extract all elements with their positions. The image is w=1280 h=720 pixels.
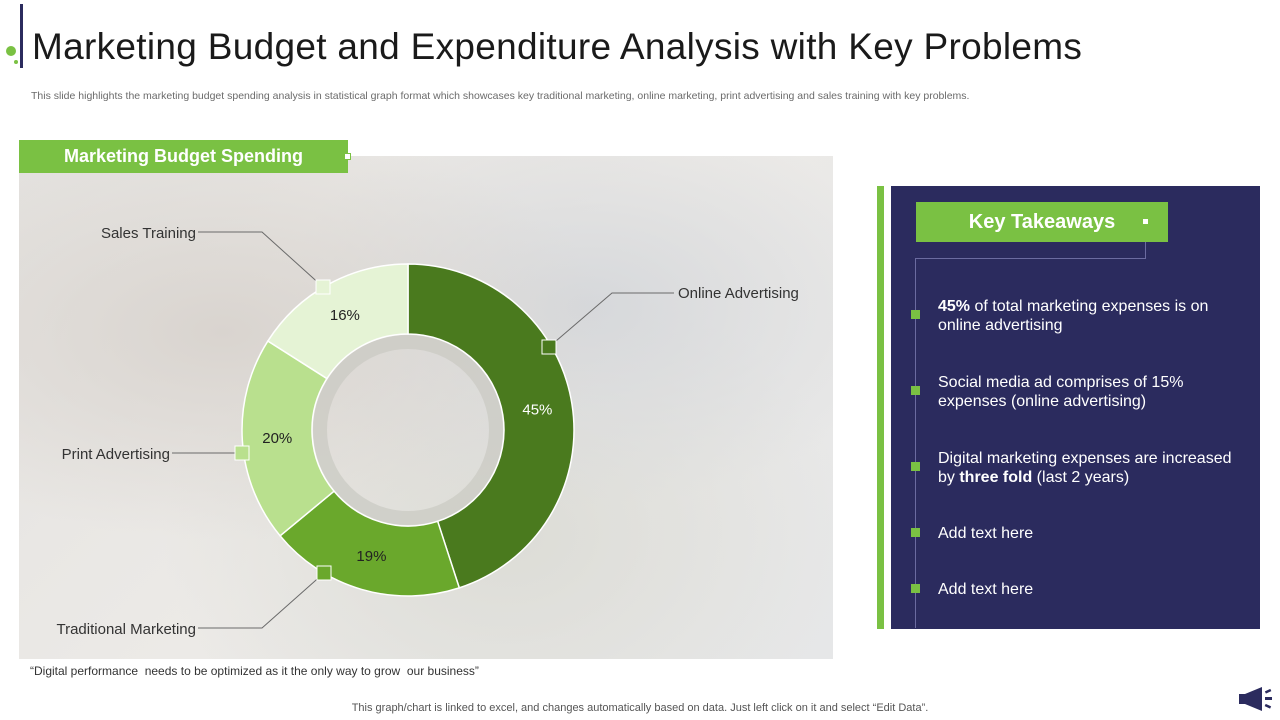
callout-label-print-advertising: Print Advertising [62,446,170,463]
takeaway-bullet [911,528,920,537]
callout-marker [234,445,250,461]
takeaways-rule-horizontal [915,258,1146,259]
takeaways-rule-connector [1145,226,1146,259]
callout-marker [316,565,332,581]
callout-label-online-advertising: Online Advertising [678,285,799,302]
takeaway-item: Digital marketing expenses are increased… [938,450,1232,486]
footer-note: This graph/chart is linked to excel, and… [351,702,929,714]
callout-line [198,572,325,629]
donut-value-label: 20% [262,430,292,447]
donut-slice-online-advertising [407,263,575,589]
title-accent-dot [6,46,16,56]
donut-value-label: 16% [330,307,360,324]
takeaway-bullet [911,462,920,471]
takeaway-bullet [911,584,920,593]
callout-marker [315,279,331,295]
page-title: Marketing Budget and Expenditure Analysi… [32,26,1083,67]
title-accent-dot-small [14,60,18,64]
donut-value-labels: 45% 19% 20% 16% [262,307,552,565]
inner-ring [313,335,503,525]
takeaways-panel [891,186,1260,629]
callout-label-sales-training: Sales Training [101,225,196,242]
donut-callouts: Online Advertising Traditional Marketing P… [56,225,798,638]
takeaways-rule-vertical [915,258,916,628]
callout-line [548,292,674,348]
donut-value-label: 19% [356,548,386,565]
takeaway-item: 45% of total marketing expenses is on on… [938,298,1209,334]
heading-connector-square [344,153,351,160]
donut-slice-sales-training [266,263,409,380]
title-accent-bar [20,4,23,68]
callout-line [198,231,324,288]
callout-marker [541,339,557,355]
quote-text: “Digital performance needs to be optimiz… [30,664,479,678]
takeaway-bullet [911,386,920,395]
takeaway-item: Add text here [938,581,1034,598]
takeaways-accent-bar [877,186,884,629]
donut-slice-print-advertising [241,340,336,537]
chart-section-heading: Marketing Budget Spending [19,140,348,173]
callout-label-traditional-marketing: Traditional Marketing [56,621,196,638]
takeaways-connector-square [1142,218,1149,225]
donut-value-label: 45% [522,402,552,419]
takeaways-heading: Key Takeaways [916,202,1168,242]
takeaway-bullet [911,310,920,319]
takeaway-item: Add text here [938,525,1034,542]
page-subtitle: This slide highlights the marketing budg… [31,90,970,102]
megaphone-icon [1239,687,1272,711]
takeaway-item: Social media ad comprises of 15% expense… [938,374,1184,410]
